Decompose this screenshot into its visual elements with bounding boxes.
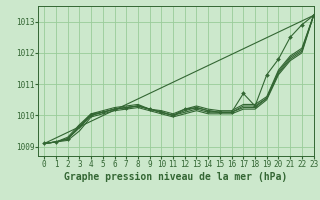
X-axis label: Graphe pression niveau de la mer (hPa): Graphe pression niveau de la mer (hPa): [64, 172, 288, 182]
